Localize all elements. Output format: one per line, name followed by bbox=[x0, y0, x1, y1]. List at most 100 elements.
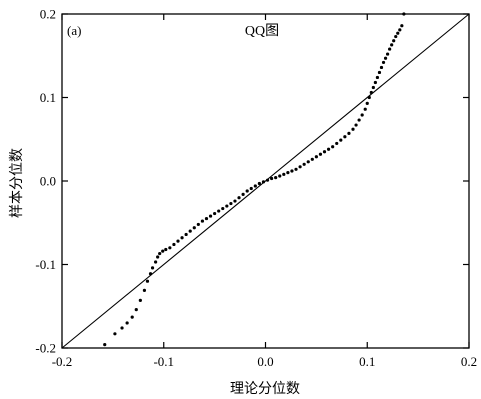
data-point bbox=[180, 236, 184, 240]
data-point bbox=[390, 43, 394, 47]
data-point bbox=[270, 176, 274, 181]
data-point bbox=[138, 298, 142, 302]
data-point bbox=[369, 90, 373, 95]
y-tick-label: -0.1 bbox=[35, 257, 56, 272]
data-point bbox=[388, 47, 392, 51]
data-point bbox=[208, 214, 213, 218]
data-point bbox=[168, 246, 172, 250]
data-point bbox=[392, 39, 396, 43]
data-point bbox=[377, 70, 382, 75]
y-axis-title: 样本分位数 bbox=[9, 148, 25, 218]
x-axis-ticks: -0.2 -0.1 0.0 0.1 0.2 bbox=[52, 14, 477, 369]
data-point bbox=[172, 242, 176, 247]
data-point bbox=[383, 56, 388, 60]
data-point bbox=[367, 95, 371, 100]
data-point bbox=[245, 189, 249, 193]
data-point bbox=[200, 219, 205, 223]
data-point bbox=[386, 52, 390, 56]
data-point bbox=[331, 145, 335, 149]
data-point bbox=[371, 85, 375, 90]
chart-title: QQ图 bbox=[245, 24, 279, 39]
data-point bbox=[314, 155, 318, 159]
data-point bbox=[257, 181, 261, 186]
data-point bbox=[375, 75, 380, 80]
data-point bbox=[335, 141, 339, 146]
data-point bbox=[318, 152, 323, 156]
data-point bbox=[221, 206, 225, 211]
data-point bbox=[241, 192, 245, 196]
x-tick-label: 0.0 bbox=[257, 354, 273, 369]
data-point bbox=[204, 216, 209, 221]
data-point bbox=[278, 174, 282, 178]
data-point bbox=[310, 157, 314, 161]
data-point bbox=[373, 80, 377, 85]
data-point bbox=[161, 249, 165, 253]
y-tick-label: 0.0 bbox=[40, 174, 56, 189]
data-point bbox=[103, 343, 107, 347]
data-point bbox=[326, 147, 331, 151]
data-point bbox=[343, 135, 347, 139]
data-point bbox=[286, 171, 290, 175]
data-point bbox=[357, 118, 361, 122]
panel-label: (a) bbox=[67, 23, 81, 38]
data-point bbox=[322, 150, 327, 154]
y-axis-ticks: -0.2 -0.1 0.0 0.1 0.2 bbox=[35, 7, 469, 356]
x-tick-label: 0.1 bbox=[359, 354, 375, 369]
data-point bbox=[253, 184, 257, 188]
data-point bbox=[274, 176, 278, 180]
data-point bbox=[351, 127, 355, 131]
data-point bbox=[294, 167, 298, 171]
data-point bbox=[381, 60, 386, 65]
data-point bbox=[188, 229, 192, 233]
data-point bbox=[196, 222, 200, 227]
data-point bbox=[347, 131, 351, 136]
data-point bbox=[164, 247, 168, 252]
data-point bbox=[156, 255, 160, 259]
data-point bbox=[365, 101, 369, 105]
data-point bbox=[154, 260, 158, 264]
data-point bbox=[265, 178, 270, 182]
y-tick-label: 0.1 bbox=[40, 90, 56, 105]
x-tick-label: -0.2 bbox=[52, 354, 73, 369]
data-point bbox=[363, 107, 367, 111]
data-point bbox=[176, 239, 180, 243]
data-point bbox=[237, 196, 241, 200]
data-point bbox=[217, 209, 221, 213]
data-point bbox=[396, 31, 400, 35]
data-point bbox=[302, 162, 306, 166]
data-point bbox=[261, 180, 266, 184]
x-tick-label: 0.2 bbox=[461, 354, 477, 369]
data-point bbox=[233, 199, 237, 203]
data-point bbox=[145, 279, 150, 283]
data-point bbox=[150, 266, 155, 270]
data-point bbox=[394, 34, 398, 39]
data-point bbox=[213, 211, 217, 216]
data-point bbox=[134, 307, 138, 312]
data-point bbox=[113, 332, 117, 336]
data-point bbox=[298, 165, 302, 169]
data-point bbox=[379, 65, 384, 70]
data-point bbox=[130, 315, 134, 319]
y-tick-label: 0.2 bbox=[40, 7, 56, 22]
data-point bbox=[398, 28, 402, 32]
data-point bbox=[354, 123, 358, 127]
data-point bbox=[306, 160, 310, 164]
data-point bbox=[249, 186, 253, 191]
data-point bbox=[142, 288, 147, 292]
data-points bbox=[103, 12, 406, 347]
data-point bbox=[360, 113, 364, 117]
x-axis-title: 理论分位数 bbox=[230, 381, 300, 397]
reference-line bbox=[61, 13, 470, 349]
data-point bbox=[125, 321, 129, 325]
data-point bbox=[229, 201, 233, 206]
data-point bbox=[282, 172, 286, 176]
data-point bbox=[290, 169, 294, 173]
data-point bbox=[225, 204, 229, 208]
y-tick-label: -0.2 bbox=[35, 341, 56, 356]
data-point bbox=[400, 24, 404, 28]
data-point bbox=[158, 252, 162, 256]
data-point bbox=[339, 138, 343, 142]
data-point bbox=[192, 226, 196, 230]
data-point bbox=[120, 326, 124, 330]
